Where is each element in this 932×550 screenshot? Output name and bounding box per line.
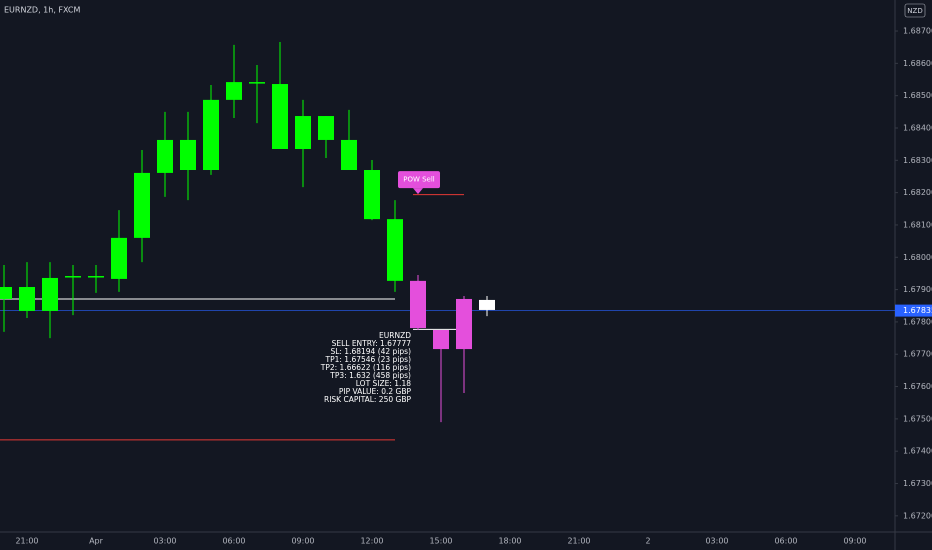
y-tick-label: 1.68200 <box>903 188 932 197</box>
candle-body <box>479 299 495 310</box>
candle-body <box>433 329 449 350</box>
candle-body <box>226 82 242 100</box>
candle-body <box>387 219 403 281</box>
x-tick-label: 21:00 <box>15 537 38 546</box>
candle-body <box>42 277 58 311</box>
info-line: LOT SIZE: 1.18 <box>356 379 411 388</box>
candle-body <box>65 276 81 278</box>
info-line: TP3: 1.632 (458 pips) <box>329 371 411 380</box>
info-line: SELL ENTRY: 1.67777 <box>332 339 412 348</box>
candle-body <box>456 298 472 350</box>
info-line: SL: 1.68194 (42 pips) <box>330 347 411 356</box>
y-tick-label: 1.67600 <box>903 382 932 391</box>
x-tick-label: 15:00 <box>429 537 452 546</box>
currency-box <box>904 3 926 18</box>
currency: NZD <box>907 7 922 15</box>
y-tick-label: 1.68400 <box>903 123 932 132</box>
x-tick-label: 03:00 <box>705 537 728 546</box>
signal-pointer <box>413 188 423 195</box>
x-tick-label: 09:00 <box>291 537 314 546</box>
info-line: RISK CAPITAL: 250 GBP <box>324 395 411 404</box>
y-tick-label: 1.67800 <box>903 317 932 326</box>
chart-title: EURNZD, 1h, FXCM <box>4 6 81 15</box>
y-tick-label: 1.67700 <box>903 350 932 359</box>
y-tick-label: 1.68600 <box>903 59 932 68</box>
last-price-label: 1.67835 <box>903 306 932 315</box>
candle-body <box>88 276 104 278</box>
info-line: TP2: 1.66622 (116 pips) <box>320 363 411 372</box>
x-tick-label: 06:00 <box>774 537 797 546</box>
x-tick-label: 12:00 <box>360 537 383 546</box>
candle-body <box>410 280 426 329</box>
y-tick-label: 1.68100 <box>903 220 932 229</box>
last-price-box <box>895 304 932 317</box>
candle-body <box>249 82 265 84</box>
x-tick-label: 09:00 <box>843 537 866 546</box>
y-tick-label: 1.67900 <box>903 285 932 294</box>
info-line: EURNZD <box>379 331 411 340</box>
candle-body <box>341 139 357 171</box>
info-line: PIP VALUE: 0.2 GBP <box>339 387 412 396</box>
candle-body <box>364 170 380 220</box>
signal-box <box>398 171 440 189</box>
candle-body <box>272 84 288 149</box>
y-tick-label: 1.67400 <box>903 447 932 456</box>
x-tick-label: 03:00 <box>153 537 176 546</box>
y-tick-label: 1.67300 <box>903 479 932 488</box>
candle-body <box>157 139 173 173</box>
candle-body <box>0 287 12 299</box>
candle-body <box>111 237 127 279</box>
y-tick-label: 1.67200 <box>903 511 932 520</box>
y-tick-label: 1.68500 <box>903 91 932 100</box>
candle-body <box>134 172 150 238</box>
candle-body <box>19 287 35 311</box>
x-tick-label: 21:00 <box>567 537 590 546</box>
candle-body <box>203 99 219 171</box>
y-tick-label: 1.68000 <box>903 253 932 262</box>
x-tick-label: 06:00 <box>222 537 245 546</box>
y-tick-label: 1.67500 <box>903 414 932 423</box>
candle-body <box>295 116 311 149</box>
x-tick-label: 2 <box>645 537 650 546</box>
y-tick-label: 1.68700 <box>903 27 932 36</box>
candle-body <box>180 139 196 171</box>
x-tick-label: 18:00 <box>498 537 521 546</box>
y-tick-label: 1.68300 <box>903 156 932 165</box>
candle-body <box>318 116 334 140</box>
signal-label: POW Sell <box>403 176 435 184</box>
x-tick-label: Apr <box>89 537 104 546</box>
info-line: TP1: 1.67546 (23 pips) <box>325 355 412 364</box>
